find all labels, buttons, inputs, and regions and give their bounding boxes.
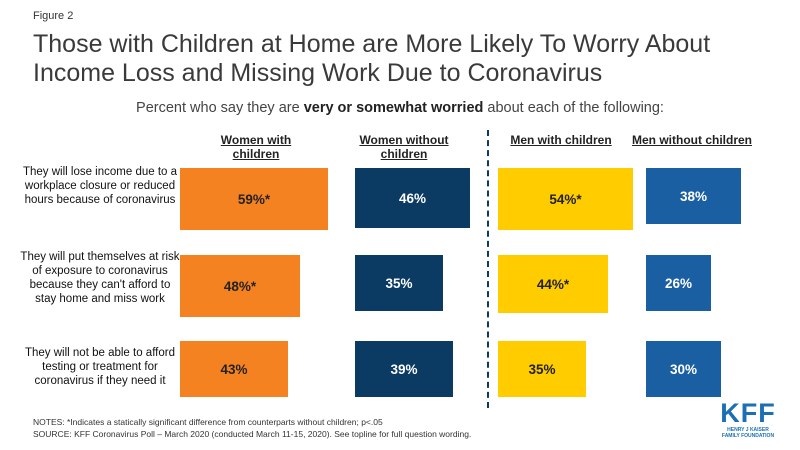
chart-subtitle: Percent who say they are very or somewha… (0, 100, 800, 116)
column-header-women-without-children: Women without children (359, 133, 449, 161)
bar-value-label: 59%* (237, 191, 271, 207)
kff-logo-line1: HENRY J KAISER (727, 427, 769, 433)
column-header-women-with-children: Women with children (220, 133, 292, 161)
bar-women-without-children-row2: 35% (355, 255, 443, 311)
subtitle-bold: very or somewhat worried (303, 100, 484, 116)
column-header-men-with-children: Men with children (510, 133, 612, 147)
bar-value-label: 44%* (536, 276, 570, 292)
notes-text: NOTES: *Indicates a statically significa… (33, 417, 383, 427)
kff-logo-line2: FAMILY FOUNDATION (721, 433, 775, 439)
bar-value-label: 35% (528, 361, 556, 377)
kff-logo-mark: KFF (720, 398, 776, 428)
bar-value-label: 43% (220, 361, 248, 377)
row-label-risk-exposure: They will put themselves at risk of expo… (20, 251, 180, 305)
bar-value-label: 26% (664, 275, 693, 291)
bar-men-with-children-row2: 44%* (498, 255, 608, 313)
bar-value-label: 54%* (549, 191, 582, 207)
men-women-divider (487, 130, 489, 408)
bar-value-label: 35% (385, 275, 413, 291)
bar-men-without-children-row2: 26% (646, 255, 711, 311)
subtitle-prefix: Percent who say they are (136, 100, 304, 116)
bar-women-without-children-row3: 39% (355, 341, 453, 397)
kff-logo: KFF HENRY J KAISER FAMILY FOUNDATION (713, 399, 783, 439)
bar-value-label: 48%* (223, 278, 257, 294)
subtitle-suffix: about each of the following: (483, 100, 664, 116)
row-label-afford-testing: They will not be able to afford testing … (24, 347, 176, 387)
bar-women-with-children-row1: 59%* (180, 168, 328, 230)
bar-men-without-children-row1: 38% (646, 168, 741, 224)
source-text: SOURCE: KFF Coronavirus Poll – March 202… (33, 429, 472, 439)
bar-men-without-children-row3: 30% (646, 341, 721, 397)
bar-men-with-children-row1: 54%* (498, 168, 633, 230)
bar-value-label: 30% (669, 361, 698, 377)
figure-label: Figure 2 (33, 10, 74, 22)
bar-women-with-children-row2: 48%* (180, 255, 300, 317)
bar-value-label: 38% (679, 188, 708, 204)
bar-value-label: 46% (398, 190, 427, 206)
chart-title: Those with Children at Home are More Lik… (33, 30, 711, 87)
bar-women-without-children-row1: 46% (355, 168, 470, 228)
footnotes: NOTES: *Indicates a statically significa… (33, 416, 471, 440)
row-label-income-loss: They will lose income due to a workplace… (22, 166, 178, 206)
bar-men-with-children-row3: 35% (498, 341, 586, 397)
bar-women-with-children-row3: 43% (180, 341, 288, 397)
column-header-men-without-children: Men without children (632, 133, 752, 147)
bar-value-label: 39% (390, 361, 418, 377)
